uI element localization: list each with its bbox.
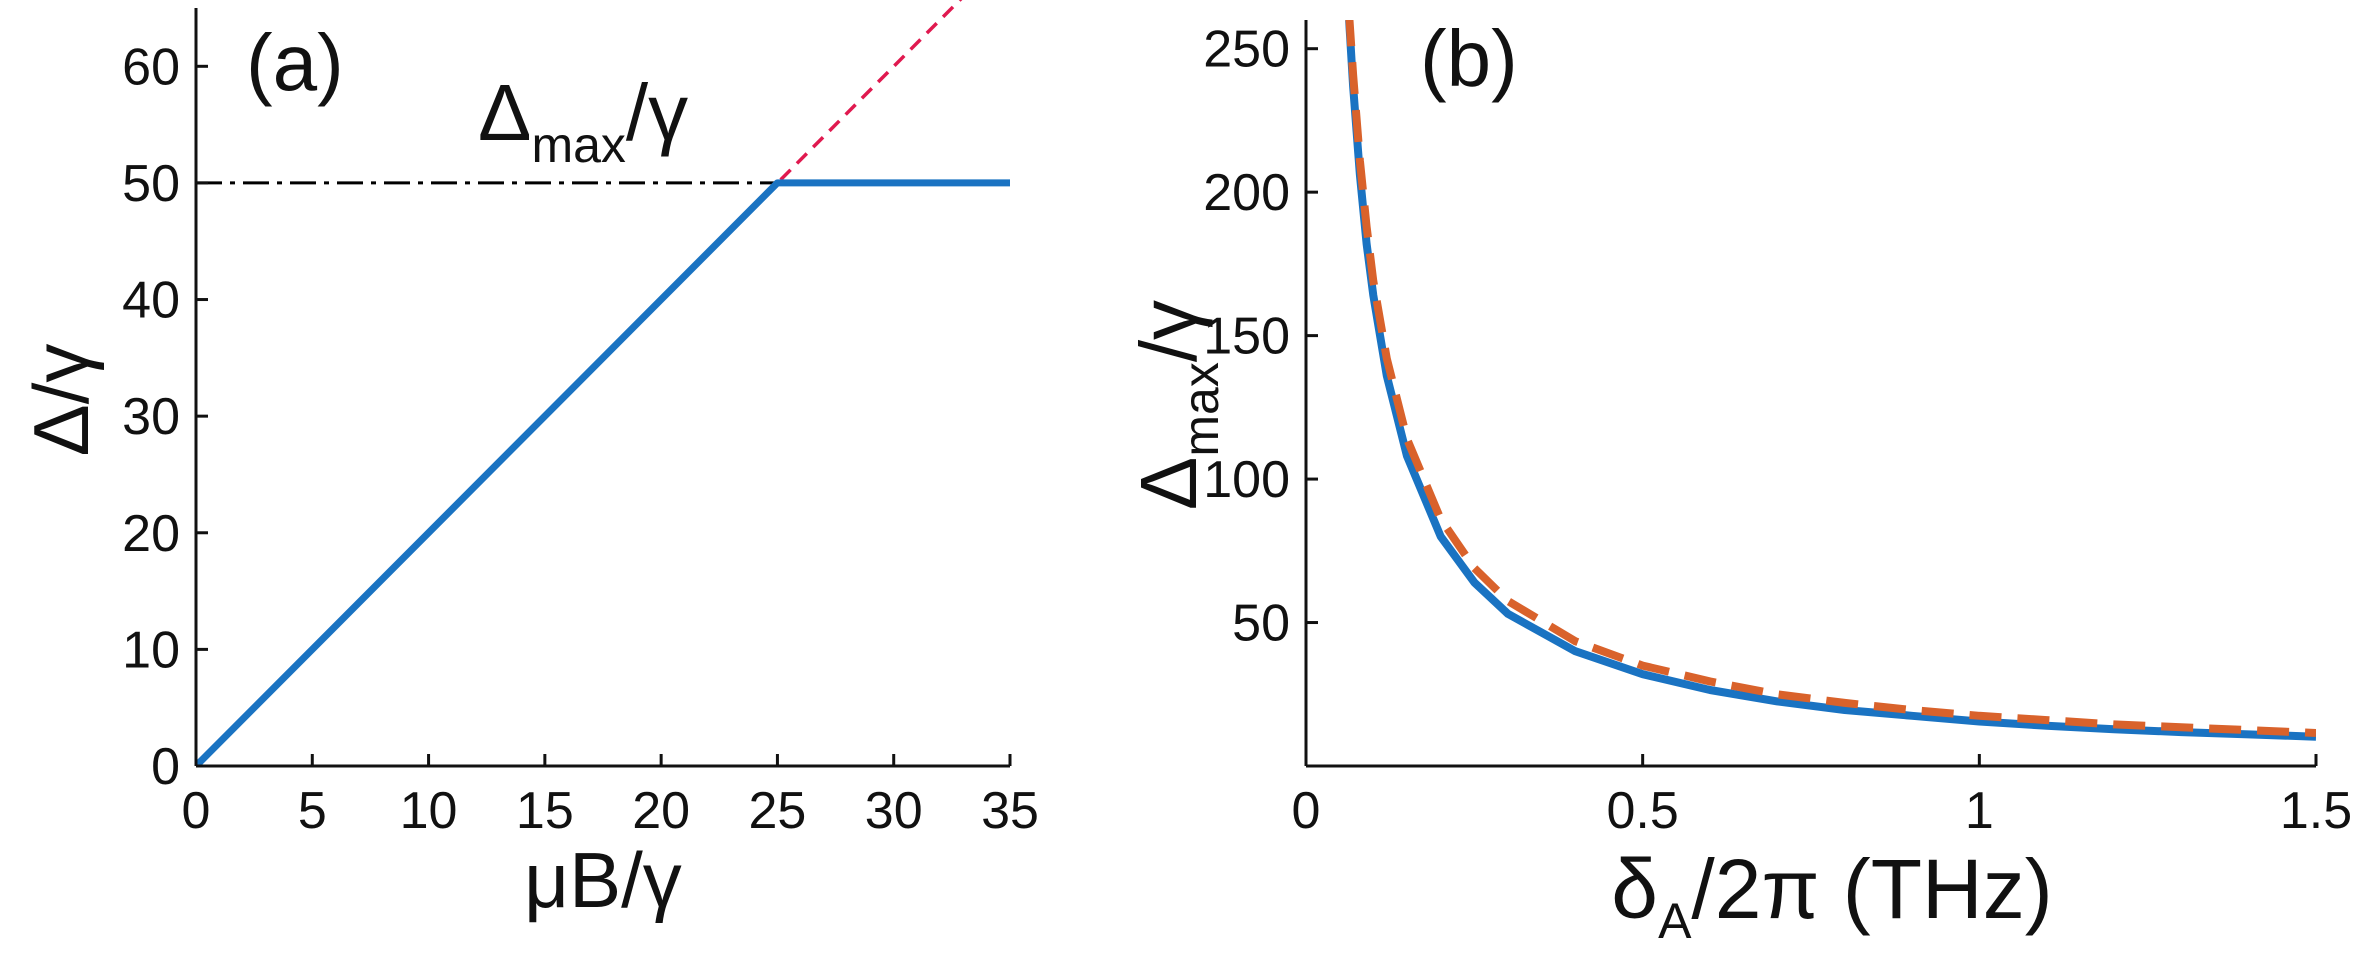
x-tick-label: 15 [516, 782, 574, 840]
y-tick-label: 20 [122, 505, 180, 563]
panel-a-x-ticks: 0 5 10 15 20 25 30 35 [182, 754, 1039, 840]
y-tick-label: 40 [122, 272, 180, 330]
x-tick-label: 1 [1965, 782, 1994, 840]
y-tick-label: 50 [122, 155, 180, 213]
y-tick-label: 60 [122, 38, 180, 96]
panel-b-series-dashed [1345, 20, 2316, 737]
x-tick-label: 25 [749, 782, 807, 840]
y-tick-label: 30 [122, 388, 180, 446]
panel-a-label: (a) [246, 18, 344, 107]
panel-b-plot [1345, 20, 2316, 741]
x-tick-label: 35 [981, 782, 1039, 840]
panel-b-series-solid [1345, 20, 2316, 741]
panel-a: 0 5 10 15 20 25 30 35 0 10 20 30 40 50 60 (a) μB/γ Δ/… [17, 0, 1039, 924]
panel-b-label: (b) [1420, 14, 1518, 103]
x-tick-label: 20 [632, 782, 690, 840]
panel-b-x-ticks: 0 0.5 1 1.5 [1292, 754, 2352, 840]
x-tick-label: 0.5 [1607, 782, 1679, 840]
y-tick-label: 100 [1203, 451, 1290, 509]
x-tick-label: 0 [1292, 782, 1321, 840]
panel-a-series-dashed [196, 0, 963, 766]
panel-b-y-ticks: 50 100 150 200 250 [1203, 21, 1318, 653]
y-tick-label: 250 [1203, 21, 1290, 79]
x-tick-label: 30 [865, 782, 923, 840]
x-tick-label: 1.5 [2280, 782, 2352, 840]
panel-a-x-label: μB/γ [524, 836, 682, 924]
y-tick-label: 10 [122, 621, 180, 679]
x-tick-label: 0 [182, 782, 211, 840]
panel-a-y-label: Δ/γ [17, 344, 105, 457]
y-tick-label: 200 [1203, 164, 1290, 222]
y-tick-label: 150 [1203, 308, 1290, 366]
panel-a-plot [196, 0, 1010, 766]
panel-a-annotation: Δmax/γ [478, 68, 688, 173]
y-tick-label: 50 [1232, 595, 1290, 653]
panel-b-y-label: Δmax/γ [1124, 300, 1229, 510]
y-tick-label: 0 [151, 738, 180, 796]
panel-a-series-solid [196, 179, 1010, 766]
panel-a-y-ticks: 0 10 20 30 40 50 60 [122, 38, 208, 796]
panel-b-x-label: δA/2π (THz) [1611, 842, 2052, 949]
x-tick-label: 10 [400, 782, 458, 840]
x-tick-label: 5 [298, 782, 327, 840]
